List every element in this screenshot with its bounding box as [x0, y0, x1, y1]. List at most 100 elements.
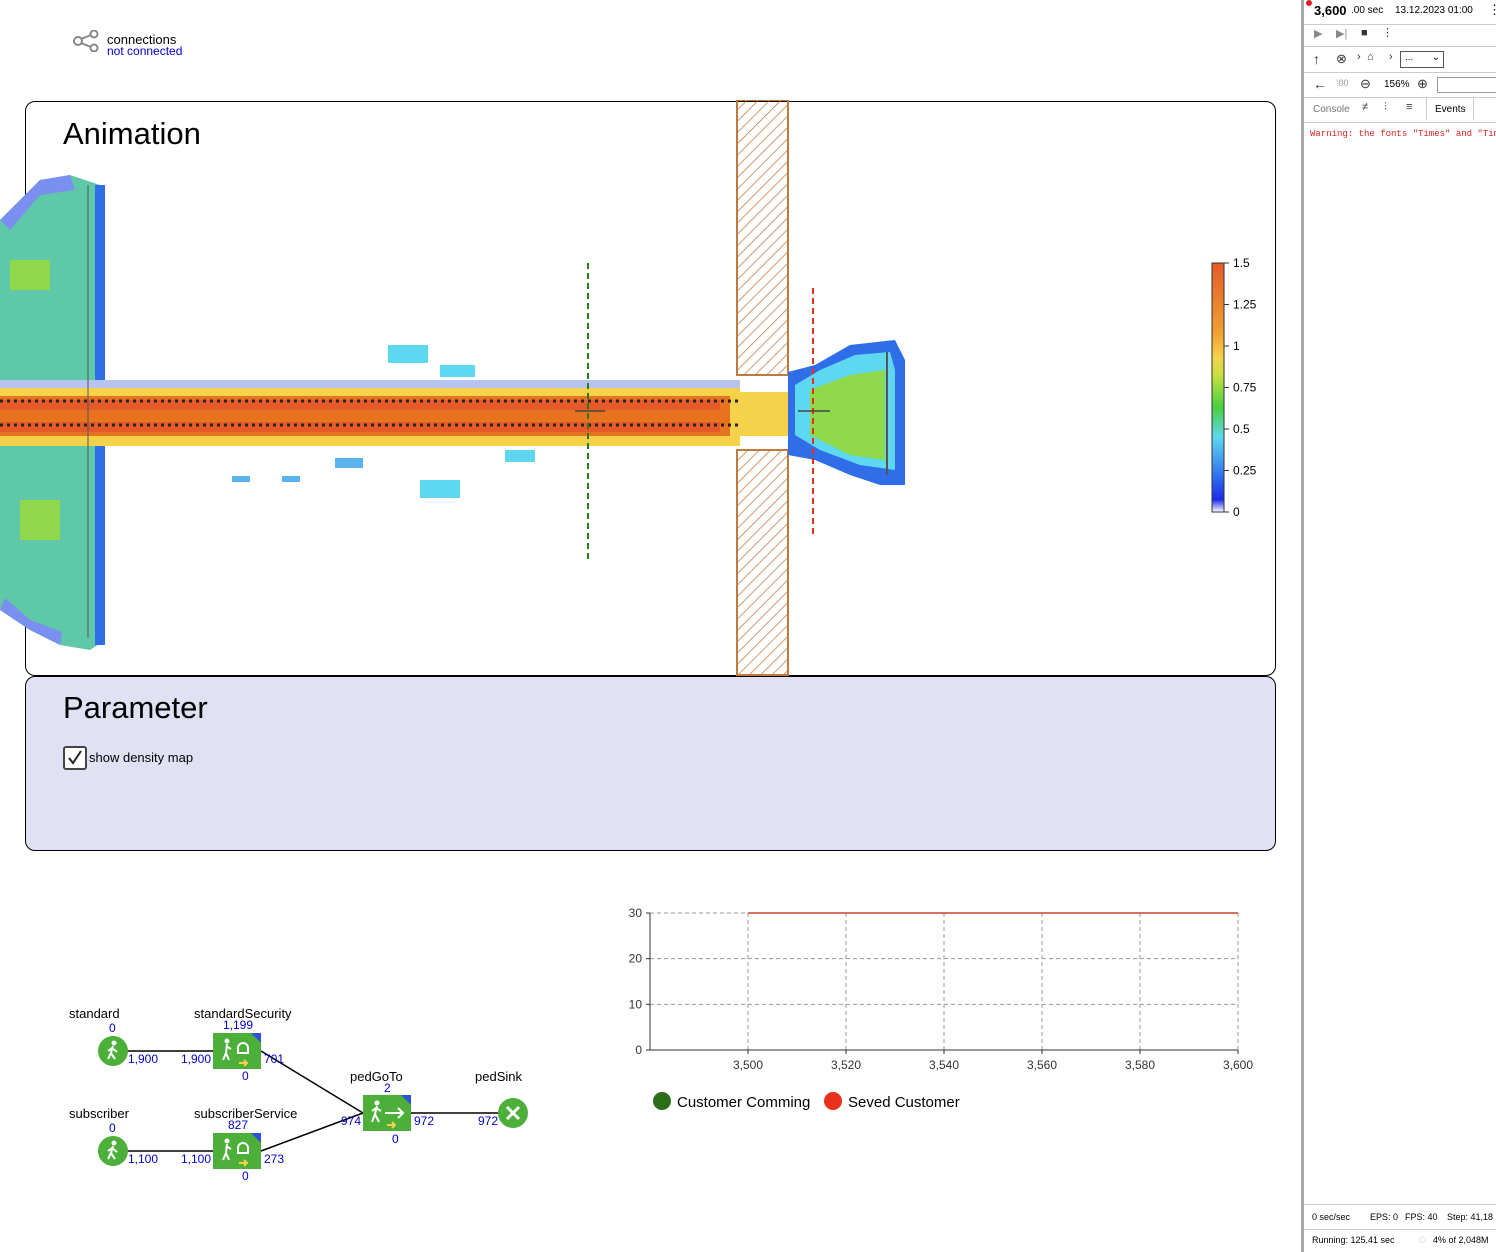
legend-marker-2: [824, 1092, 842, 1110]
x-tick-label: 3,600: [1223, 1058, 1253, 1072]
service-standard-label: standardSecurity: [194, 1006, 292, 1021]
goto-label: pedGoTo: [350, 1069, 403, 1084]
tab-events: Events: [1435, 104, 1466, 115]
x-tick-label: 3,560: [1027, 1058, 1057, 1072]
connection-status: not connected: [107, 44, 183, 58]
chevron-right-icon: ›: [1389, 51, 1393, 63]
service-subscriber-node[interactable]: [213, 1133, 261, 1169]
share-icon: [73, 30, 99, 52]
source-standard-count: 0: [109, 1021, 116, 1035]
walking-person-icon: [107, 1040, 118, 1060]
nav-select[interactable]: ... ⌄: [1400, 51, 1444, 68]
service-standard-in: 1,900: [181, 1052, 212, 1066]
source-standard-out: 1,900: [128, 1052, 159, 1066]
home-icon[interactable]: ⌂: [1367, 51, 1374, 63]
density-left-upper: [0, 175, 105, 390]
density-map-label: show density map: [89, 750, 194, 765]
parameter-title: Parameter: [63, 690, 208, 725]
fps: FPS: 40: [1405, 1212, 1438, 1222]
sink-label: pedSink: [475, 1069, 522, 1084]
model-time-fraction: .00 sec: [1351, 5, 1384, 16]
chevron-down-icon: ⌄: [1431, 52, 1440, 63]
source-subscriber-count: 0: [109, 1121, 116, 1135]
goto-node[interactable]: [363, 1095, 411, 1131]
source-subscriber-out: 1,100: [128, 1152, 159, 1166]
goto-out: 972: [414, 1114, 435, 1128]
service-standard-queue: 1,199: [223, 1018, 254, 1032]
more-icon[interactable]: ⋮: [1488, 2, 1496, 17]
service-subscriber-out: 273: [264, 1152, 285, 1166]
x-tick-label: 3,520: [831, 1058, 861, 1072]
memory-usage: 4% of 2,048M: [1433, 1235, 1489, 1245]
walking-person-icon: [107, 1140, 118, 1160]
legend-label-2: Seved Customer: [848, 1094, 960, 1111]
goto-in: 974: [341, 1114, 362, 1128]
goto-count: 2: [384, 1081, 391, 1095]
service-subscriber-bottom: 0: [242, 1169, 249, 1183]
density-map: [0, 100, 905, 676]
zoom-100-icon[interactable]: ⁞00: [1336, 78, 1349, 88]
service-subscriber-label: subscriberService: [194, 1106, 298, 1121]
eps: EPS: 0: [1370, 1212, 1399, 1222]
colorbar-label: 0: [1233, 505, 1240, 519]
back-arrow-icon[interactable]: ←: [1313, 76, 1327, 92]
service-standard-out: 701: [264, 1052, 285, 1066]
wrap-icon[interactable]: ≡: [1406, 101, 1413, 113]
service-subscriber-in: 1,100: [181, 1152, 212, 1166]
density-map-checkbox[interactable]: [63, 746, 87, 770]
flow-connectors: [127, 1050, 498, 1152]
zoom-in-icon[interactable]: ⊕: [1417, 76, 1428, 91]
more-vert-icon[interactable]: ⋮: [1382, 27, 1393, 39]
x-tick-label: 3,540: [929, 1058, 959, 1072]
y-tick-label: 20: [629, 952, 643, 966]
tab-events-container[interactable]: Events: [1426, 98, 1474, 120]
tab-console[interactable]: Console: [1313, 104, 1350, 115]
chevron-right-icon: ›: [1357, 51, 1361, 63]
wall-upper: [736, 100, 789, 376]
source-standard-node[interactable]: [98, 1036, 128, 1066]
process-flowchart: standard 0 1,900 subscriber 0 1,100 stan…: [0, 1000, 560, 1200]
zoom-out-icon[interactable]: ⊖: [1360, 76, 1371, 91]
service-desk-icon: [222, 1133, 261, 1167]
source-subscriber-label: subscriber: [69, 1106, 129, 1121]
developer-panel: 3,600 .00 sec 13.12.2023 01:00 ⋮ ▶ ▶| ■ …: [1301, 0, 1496, 1252]
close-icon: [505, 1105, 521, 1121]
clear-icon[interactable]: ≠: [1362, 101, 1369, 113]
connections-indicator[interactable]: connections not connected: [72, 30, 272, 60]
checkmark-icon: [68, 750, 82, 765]
source-subscriber-node[interactable]: [98, 1136, 128, 1166]
wall-lower: [736, 449, 789, 676]
filter-icon[interactable]: ⫶: [1384, 101, 1387, 113]
running-time: Running: 125.41 sec: [1312, 1235, 1395, 1245]
stop-icon[interactable]: ■: [1361, 27, 1368, 39]
play-icon[interactable]: ▶: [1314, 28, 1323, 40]
nav-select-value: ...: [1405, 52, 1414, 63]
service-standard-bottom: 0: [242, 1069, 249, 1083]
up-arrow-icon[interactable]: ↑: [1313, 51, 1320, 67]
legend-marker-1: [653, 1092, 671, 1110]
colorbar-label: 0.25: [1233, 464, 1257, 478]
y-tick-label: 10: [629, 997, 643, 1011]
colorbar-label: 1: [1233, 339, 1240, 353]
time-series-chart: 30 20 10 0 3,500 3,520 3,540 3,560 3,580 3,600 Cus…: [629, 906, 1254, 1111]
x-tick-label: 3,500: [733, 1058, 763, 1072]
y-tick-label: 30: [629, 906, 643, 920]
service-standard-node[interactable]: [213, 1033, 261, 1069]
sim-speed: 0 sec/sec: [1312, 1212, 1351, 1222]
x-tick-label: 3,580: [1125, 1058, 1155, 1072]
service-subscriber-queue: 827: [228, 1118, 249, 1132]
parameter-panel: Parameter show density map: [25, 676, 1276, 851]
animation-title: Animation: [63, 116, 201, 151]
step-icon[interactable]: ▶|: [1336, 28, 1348, 40]
goto-bottom: 0: [392, 1132, 399, 1146]
cancel-icon[interactable]: ⊗: [1336, 51, 1347, 66]
density-colorbar: 1.5 1.25 1 0.75 0.5 0.25 0: [1211, 256, 1257, 519]
status-dot: [1306, 0, 1312, 6]
sink-node[interactable]: [498, 1098, 528, 1128]
model-time: 3,600: [1314, 3, 1347, 18]
walk-to-icon: [371, 1095, 411, 1129]
service-desk-icon: [222, 1033, 261, 1067]
colorbar-label: 1.25: [1233, 298, 1257, 312]
search-input[interactable]: [1437, 77, 1496, 93]
sink-in: 972: [478, 1114, 499, 1128]
